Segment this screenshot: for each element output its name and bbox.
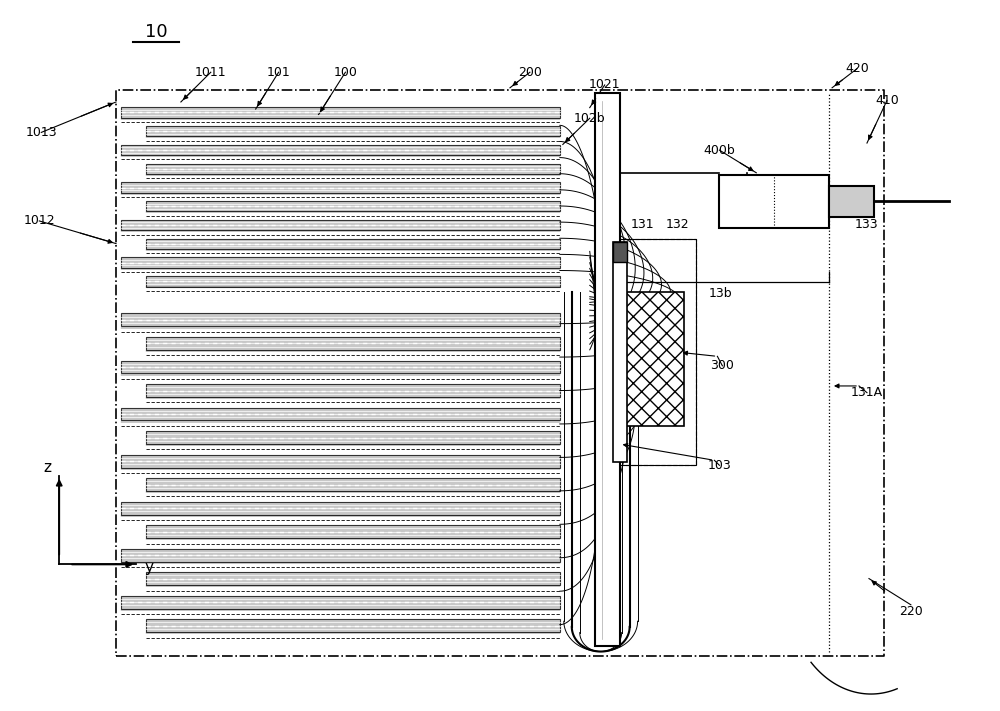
Bar: [121, 502, 560, 515]
Bar: [121, 182, 560, 193]
Bar: [829, 186, 874, 218]
Bar: [615, 292, 684, 427]
Text: 1011: 1011: [195, 65, 227, 79]
Text: 1013: 1013: [25, 126, 57, 139]
Bar: [595, 93, 620, 646]
Text: 410: 410: [875, 94, 899, 107]
Bar: [719, 175, 829, 228]
Text: 103: 103: [708, 459, 731, 472]
Bar: [608, 239, 696, 465]
Bar: [121, 314, 560, 326]
Bar: [146, 431, 560, 444]
Bar: [613, 242, 627, 461]
Bar: [121, 596, 560, 609]
Bar: [146, 164, 560, 174]
Bar: [146, 384, 560, 397]
Text: 132: 132: [666, 218, 689, 231]
Text: 102b: 102b: [574, 112, 606, 124]
Text: 101: 101: [267, 65, 290, 79]
Text: 1012: 1012: [23, 215, 55, 228]
Text: 400b: 400b: [704, 144, 735, 156]
Text: 220: 220: [899, 605, 923, 619]
Bar: [146, 478, 560, 491]
Text: 131: 131: [631, 218, 654, 231]
Bar: [121, 257, 560, 268]
Bar: [146, 337, 560, 350]
Bar: [121, 360, 560, 373]
Bar: [146, 201, 560, 211]
Text: 420: 420: [845, 62, 869, 75]
Text: 100: 100: [333, 65, 357, 79]
Bar: [121, 220, 560, 230]
Bar: [146, 619, 560, 632]
Bar: [121, 145, 560, 155]
Bar: [613, 242, 627, 262]
Text: 1021: 1021: [589, 78, 621, 92]
Text: 10: 10: [145, 23, 167, 41]
Bar: [121, 107, 560, 117]
Text: 300: 300: [710, 359, 734, 373]
Bar: [146, 572, 560, 585]
Bar: [121, 454, 560, 468]
Text: 133: 133: [855, 218, 879, 231]
Text: 200: 200: [518, 65, 542, 79]
Bar: [146, 276, 560, 287]
Text: y: y: [144, 560, 153, 575]
Bar: [146, 525, 560, 538]
Bar: [146, 239, 560, 249]
Bar: [146, 126, 560, 137]
Bar: [121, 407, 560, 420]
Text: 131A: 131A: [851, 386, 883, 399]
Text: 13b: 13b: [709, 287, 733, 299]
Text: z: z: [43, 460, 51, 475]
Bar: [121, 549, 560, 562]
